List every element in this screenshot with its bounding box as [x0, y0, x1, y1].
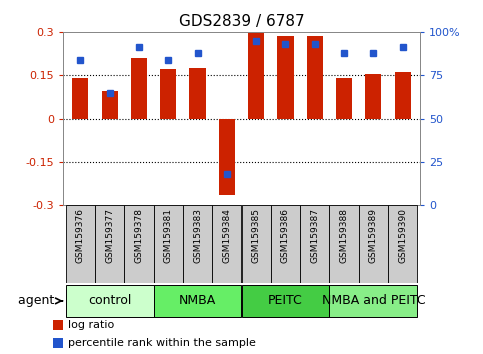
Text: GSM159377: GSM159377	[105, 208, 114, 263]
Bar	[277, 36, 294, 119]
Bar	[53, 320, 63, 330]
Text: GSM159384: GSM159384	[222, 208, 231, 263]
Bar	[248, 32, 264, 119]
Bar	[154, 205, 183, 283]
Bar	[388, 205, 417, 283]
Text: NMBA: NMBA	[179, 295, 216, 307]
Bar	[365, 74, 382, 119]
Bar	[271, 205, 300, 283]
Bar	[131, 58, 147, 119]
Bar	[101, 91, 118, 119]
Bar	[329, 205, 359, 283]
Text: GSM159388: GSM159388	[340, 208, 349, 263]
Text: PEITC: PEITC	[268, 295, 303, 307]
Text: GSM159376: GSM159376	[76, 208, 85, 263]
Text: GSM159383: GSM159383	[193, 208, 202, 263]
Bar	[183, 205, 212, 283]
Bar	[95, 205, 124, 283]
Text: GSM159378: GSM159378	[134, 208, 143, 263]
Bar	[336, 78, 352, 119]
Bar	[395, 72, 411, 119]
Title: GDS2839 / 6787: GDS2839 / 6787	[179, 14, 304, 29]
Bar	[154, 285, 242, 317]
Bar	[66, 285, 154, 317]
Bar	[124, 205, 154, 283]
Text: GSM159385: GSM159385	[252, 208, 261, 263]
Text: log ratio: log ratio	[68, 320, 114, 330]
Bar	[53, 338, 63, 348]
Text: GSM159386: GSM159386	[281, 208, 290, 263]
Bar	[160, 69, 176, 119]
Text: GSM159390: GSM159390	[398, 208, 407, 263]
Text: GSM159389: GSM159389	[369, 208, 378, 263]
Bar	[300, 205, 329, 283]
Text: GSM159387: GSM159387	[310, 208, 319, 263]
Text: percentile rank within the sample: percentile rank within the sample	[68, 338, 256, 348]
Bar	[329, 285, 417, 317]
Bar	[242, 205, 271, 283]
Text: NMBA and PEITC: NMBA and PEITC	[322, 295, 425, 307]
Bar	[359, 205, 388, 283]
Text: control: control	[88, 295, 131, 307]
Text: GSM159381: GSM159381	[164, 208, 173, 263]
Bar	[307, 36, 323, 119]
Bar	[72, 78, 88, 119]
Bar	[212, 205, 242, 283]
Bar	[242, 285, 329, 317]
Bar	[219, 119, 235, 195]
Bar	[189, 68, 206, 119]
Text: agent: agent	[18, 295, 58, 307]
Bar	[66, 205, 95, 283]
